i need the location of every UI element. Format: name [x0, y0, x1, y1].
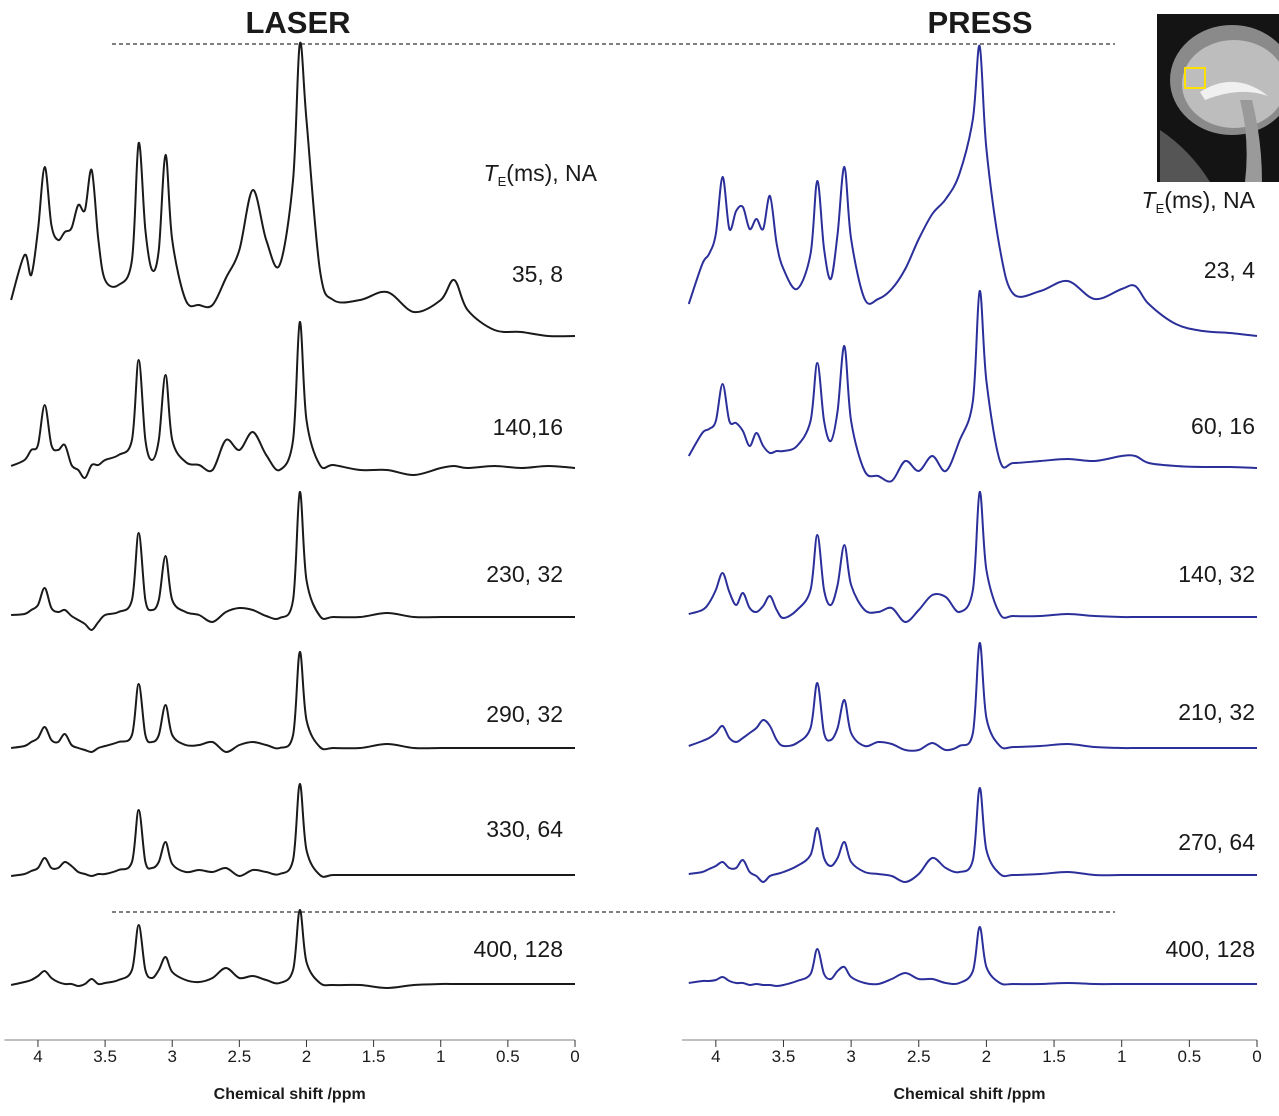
spectrum-label: 140,16: [493, 414, 563, 440]
chart-title: LASER: [245, 5, 350, 40]
spectrum-label: 210, 32: [1178, 699, 1255, 725]
annotation-subscript: E: [498, 174, 507, 189]
x-tick-label: 2: [982, 1047, 991, 1066]
annotation: TE(ms), NA: [484, 160, 598, 189]
spectrum: [11, 43, 575, 337]
x-tick-label: 1.5: [1042, 1047, 1066, 1066]
spectrum-label: 35, 8: [512, 261, 563, 287]
x-axis-label: Chemical shift /ppm: [214, 1086, 366, 1103]
x-tick-label: 3.5: [772, 1047, 796, 1066]
page: LASER TE(ms), NA 4 3.5 3 2.5 2 1.5 1 0.5 0 Chemical…: [0, 0, 1279, 1111]
x-tick-label: 4: [33, 1047, 42, 1066]
spectrum-label: 140, 32: [1178, 561, 1255, 587]
spectrum-label: 60, 16: [1191, 413, 1255, 439]
spectrum: [689, 492, 1257, 622]
x-tick-label: 0: [570, 1047, 579, 1066]
spectrum: [11, 322, 575, 478]
x-tick-label: 0: [1252, 1047, 1261, 1066]
annotation-text: (ms), NA: [506, 160, 597, 186]
x-tick-label: 2.5: [907, 1047, 931, 1066]
spectrum-label: 330, 64: [486, 816, 563, 842]
x-tick-label: 4: [711, 1047, 720, 1066]
spectrum: [689, 291, 1257, 482]
x-tick-label: 2: [302, 1047, 311, 1066]
chart-title: PRESS: [927, 5, 1032, 40]
x-tick-label: 1.5: [362, 1047, 386, 1066]
spectrum-label: 400, 128: [1165, 936, 1255, 962]
annotation: TE(ms), NA: [1142, 187, 1256, 216]
x-tick-label: 1: [1117, 1047, 1126, 1066]
annotation-text: (ms), NA: [1164, 187, 1255, 213]
x-tick-label: 0.5: [1178, 1047, 1202, 1066]
spectrum-label: 23, 4: [1204, 257, 1255, 283]
annotation-subscript: E: [1156, 201, 1165, 216]
spectrum-label: 290, 32: [486, 701, 563, 727]
spectrum-label: 400, 128: [473, 936, 563, 962]
x-tick-label: 3: [846, 1047, 855, 1066]
figure: LASER TE(ms), NA 4 3.5 3 2.5 2 1.5 1 0.5 0 Chemical…: [0, 0, 1279, 1111]
x-tick-label: 0.5: [496, 1047, 520, 1066]
x-tick-label: 2.5: [228, 1047, 252, 1066]
x-tick-label: 1: [436, 1047, 445, 1066]
x-tick-label: 3.5: [93, 1047, 117, 1066]
spectrum-label: 230, 32: [486, 561, 563, 587]
spectrum: [689, 643, 1257, 751]
x-axis-label: Chemical shift /ppm: [893, 1086, 1045, 1103]
spectrum: [689, 788, 1257, 882]
mri-inset: [1157, 14, 1279, 182]
spectrum-label: 270, 64: [1178, 829, 1255, 855]
x-tick-label: 3: [167, 1047, 176, 1066]
